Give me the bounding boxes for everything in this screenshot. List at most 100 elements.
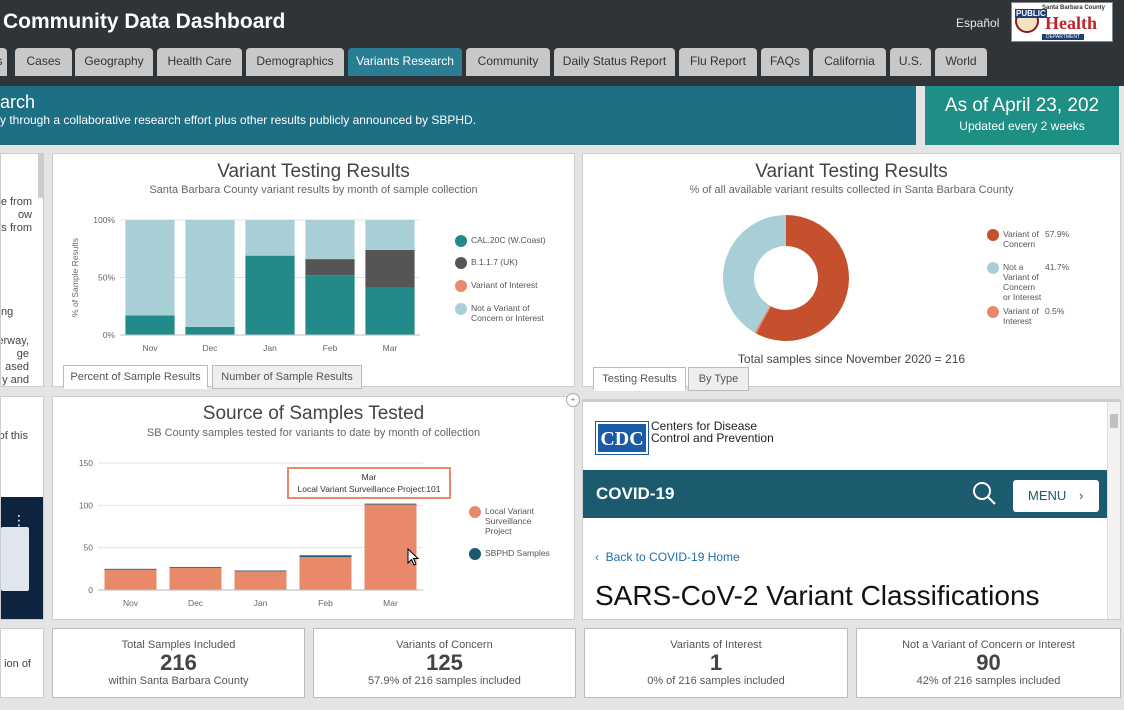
- tab-percent-results[interactable]: Percent of Sample Results: [63, 365, 208, 389]
- bar-segment: [125, 315, 175, 335]
- x-tick-label: Feb: [318, 598, 333, 608]
- tab-community[interactable]: Community: [466, 48, 550, 76]
- cdc-heading: SARS-CoV-2 Variant Classifications: [595, 580, 1040, 611]
- panel-subtitle: Santa Barbara County variant results by …: [149, 184, 478, 196]
- tab-world[interactable]: World: [935, 48, 987, 76]
- panel-subtitle: SB County samples tested for variants to…: [146, 427, 481, 439]
- bar-segment: [299, 555, 352, 557]
- source-stacked-bar-chart: 0 50 100 150 Nov Dec Jan Feb Mar: [79, 458, 423, 608]
- health-department-logo: Santa Barbara County PUBLIC Health DEPAR…: [1011, 2, 1113, 42]
- bar-segment: [365, 249, 415, 288]
- total-samples: Total samples since November 2020 = 216: [737, 352, 966, 366]
- y-tick-label: 50: [84, 543, 94, 553]
- bar-segment: [305, 220, 355, 260]
- language-link[interactable]: Español: [956, 16, 1000, 30]
- donut-slice: [723, 215, 786, 333]
- tab-california[interactable]: California: [813, 48, 886, 76]
- stat-variants-concern: Variants of Concern 125 57.9% of 216 sam…: [313, 628, 576, 698]
- x-tick-label: Nov: [142, 343, 158, 353]
- bar-segment: [245, 220, 295, 256]
- bar-segment: [364, 503, 417, 505]
- mouse-cursor-icon: [407, 548, 420, 566]
- y-tick-label: 150: [79, 458, 93, 468]
- donut-slice: [754, 305, 771, 334]
- x-tick-label: Jan: [263, 343, 277, 353]
- bar-segment: [299, 556, 352, 590]
- panel-title: Variant Testing Results: [755, 161, 948, 182]
- bar-segment: [169, 567, 222, 590]
- y-tick-label: 100: [79, 500, 93, 510]
- page-banner: arch y through a collaborative research …: [0, 86, 916, 145]
- x-tick-label: Mar: [383, 598, 398, 608]
- covid-nav-bar: COVID-19 MENU ›: [583, 470, 1107, 518]
- bar-segment: [104, 569, 157, 590]
- donut-slice: [756, 215, 849, 341]
- x-tick-label: Dec: [188, 598, 204, 608]
- as-of-date: As of April 23, 202: [944, 95, 1100, 116]
- tab-cases[interactable]: Cases: [15, 48, 72, 76]
- bar-segment: [305, 275, 355, 335]
- panel-title: Variant Testing Results: [217, 161, 410, 182]
- y-tick-label: 100%: [93, 215, 115, 225]
- left-text-panel-top: e from ow ts from ng erway, ge ased y an…: [0, 153, 44, 387]
- cdc-logo[interactable]: CDC: [596, 422, 648, 454]
- chevron-right-icon: ›: [1079, 488, 1084, 503]
- bar-segment: [365, 220, 415, 250]
- video-thumbnail[interactable]: ⋮: [1, 497, 43, 619]
- tab-us[interactable]: U.S.: [890, 48, 931, 76]
- tab-faqs[interactable]: FAQs: [761, 48, 809, 76]
- y-tick-label: 50%: [98, 273, 115, 283]
- cdc-embedded-page: CDC Centers for Disease Control and Prev…: [582, 399, 1121, 620]
- percent-stacked-bar-chart: 0% 50% 100% Nov Dec Jan Feb Mar % of Sample Resu…: [70, 215, 420, 353]
- tab-geography[interactable]: Geography: [75, 48, 153, 76]
- tab-health-care[interactable]: Health Care: [157, 48, 242, 76]
- bar-segment: [365, 287, 415, 335]
- search-icon[interactable]: [972, 481, 998, 507]
- scrollbar[interactable]: [1107, 402, 1120, 619]
- bar-segment: [245, 255, 295, 335]
- page-subtitle: y through a collaborative research effor…: [0, 113, 477, 127]
- chevron-left-icon: ‹: [595, 550, 599, 564]
- bar-segment: [185, 220, 235, 327]
- back-link[interactable]: ‹ Back to COVID-19 Home: [595, 550, 740, 564]
- x-tick-label: Mar: [383, 343, 398, 353]
- panel-title: Source of Samples Tested: [202, 403, 425, 424]
- variant-donut-chart: [723, 215, 849, 341]
- tab-testing-results[interactable]: Testing Results: [593, 367, 686, 391]
- stat-variants-interest: Variants of Interest 1 0% of 216 samples…: [584, 628, 848, 698]
- tab-partial[interactable]: s: [0, 48, 7, 76]
- y-tick-label: 0: [88, 585, 93, 595]
- scrollbar-thumb[interactable]: [38, 154, 43, 198]
- x-tick-label: Dec: [202, 343, 218, 353]
- bar-segment: [234, 571, 287, 590]
- bar-segment: [234, 570, 287, 572]
- left-stat-partial: ion of: [0, 628, 44, 698]
- bar-segment: [104, 568, 157, 570]
- stat-not-variant: Not a Variant of Concern or Interest 90 …: [856, 628, 1121, 698]
- x-tick-label: Feb: [323, 343, 338, 353]
- expand-icon[interactable]: ⌖: [566, 393, 580, 407]
- menu-button[interactable]: MENU ›: [1013, 480, 1099, 512]
- bar-segment: [364, 504, 417, 590]
- x-tick-label: Jan: [254, 598, 268, 608]
- top-bar: Community Data Dashboard Español Santa B…: [0, 0, 1124, 86]
- y-tick-label: 0%: [103, 330, 116, 340]
- bar-segment: [305, 259, 355, 276]
- nav-tabs: s Cases Geography Health Care Demographi…: [0, 48, 1124, 76]
- as-of-date-box: As of April 23, 202 Updated every 2 week…: [925, 86, 1119, 145]
- tab-variants-research[interactable]: Variants Research: [348, 48, 462, 76]
- left-video-panel: of this ⋮: [0, 396, 44, 620]
- bar-segment: [125, 220, 175, 316]
- tab-daily-status-report[interactable]: Daily Status Report: [554, 48, 675, 76]
- tab-flu-report[interactable]: Flu Report: [679, 48, 757, 76]
- tab-demographics[interactable]: Demographics: [246, 48, 344, 76]
- section-title: COVID-19: [596, 484, 675, 503]
- source-samples-panel: Source of Samples Tested SB County sampl…: [52, 396, 575, 620]
- tab-by-type[interactable]: By Type: [688, 367, 749, 391]
- cdc-org-name: Centers for Disease Control and Preventi…: [651, 419, 774, 445]
- more-options-icon[interactable]: ⋮: [12, 512, 26, 528]
- scrollbar-thumb[interactable]: [1110, 414, 1118, 428]
- bar-segment: [185, 326, 235, 335]
- app-title: Community Data Dashboard: [3, 10, 286, 33]
- tab-number-results[interactable]: Number of Sample Results: [212, 365, 362, 389]
